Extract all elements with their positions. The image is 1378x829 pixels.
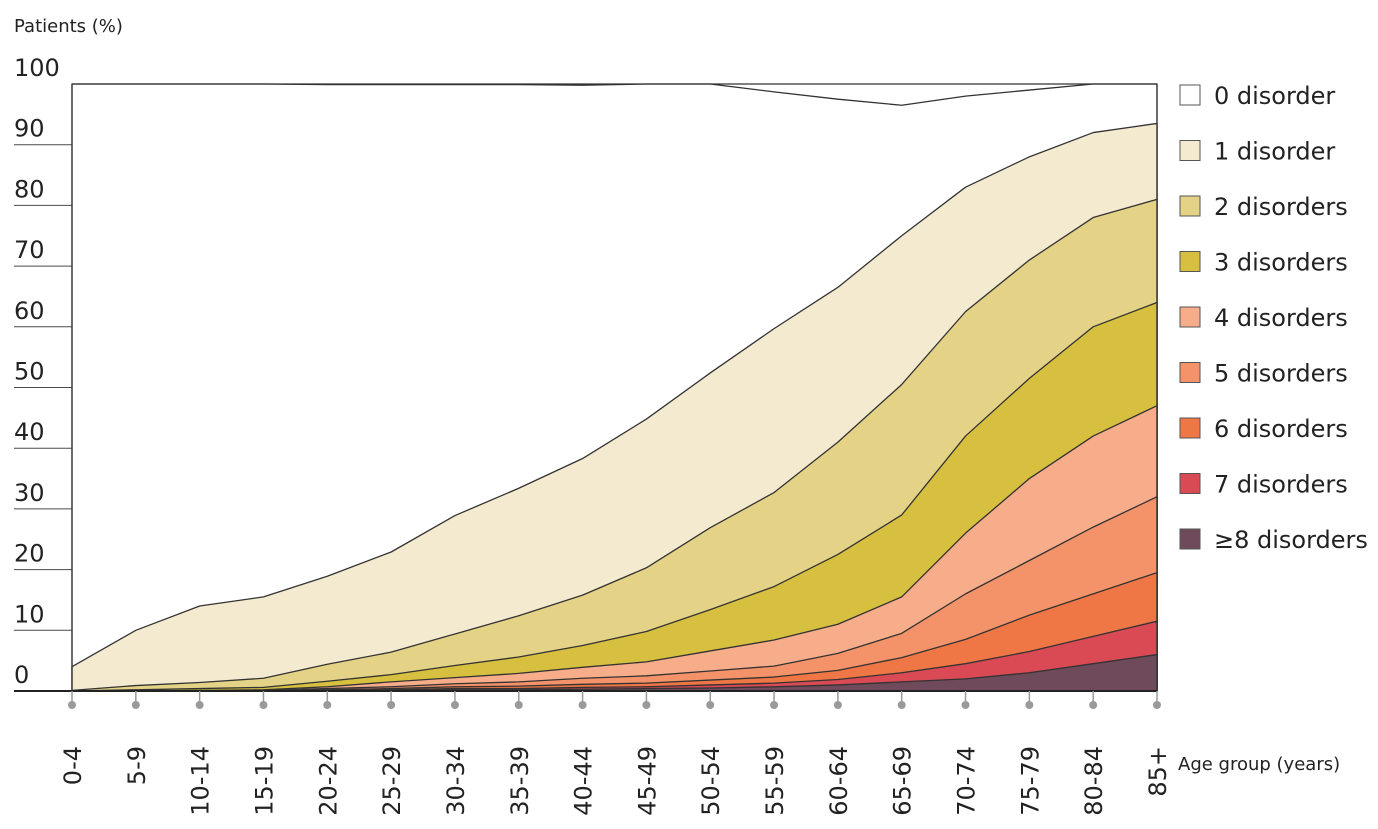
y-tick-label-100: 100 (14, 54, 60, 82)
x-tick-dot (578, 701, 587, 709)
y-tick-label-60: 60 (14, 297, 45, 325)
x-tick-label-5-9: 5-9 (123, 746, 151, 785)
y-tick-label-70: 70 (14, 236, 45, 264)
legend-swatch (1179, 140, 1201, 161)
stacked-areas (71, 83, 1158, 692)
x-tick-dot (514, 701, 523, 709)
y-tick-label-0: 0 (14, 661, 29, 689)
legend: 0 disorder 1 disorder 2 disorders 3 disorde… (1179, 82, 1368, 554)
x-tick-label-55-59: 55-59 (761, 746, 789, 816)
x-tick-dot (1025, 701, 1034, 709)
legend-label: 0 disorder (1214, 82, 1335, 110)
y-axis-title: Patients (%) (14, 16, 123, 37)
legend-swatch (1179, 417, 1201, 439)
y-tick-labels: 0 10 20 30 40 50 60 70 80 90 100 (14, 54, 60, 689)
x-tick-label-65-69: 65-69 (889, 746, 917, 816)
x-tick-label-40-44: 40-44 (570, 746, 598, 816)
x-axis-title: Age group (years) (1178, 754, 1340, 775)
x-tick-dot (387, 701, 396, 709)
x-tick-dot (961, 701, 970, 709)
x-tick-label-20-24: 20-24 (314, 746, 342, 816)
x-tick-dot (131, 701, 140, 709)
legend-label: 3 disorders (1214, 249, 1348, 277)
legend-label: 1 disorder (1214, 138, 1335, 166)
y-tick-label-80: 80 (14, 175, 45, 203)
legend-label: ≥8 disorders (1214, 526, 1368, 554)
x-tick-dot (195, 701, 204, 709)
legend-label: 2 disorders (1214, 193, 1348, 221)
x-tick-dot (68, 701, 76, 709)
y-tick-label-90: 90 (14, 115, 45, 143)
x-tick-label-75-79: 75-79 (1016, 746, 1044, 816)
x-tick-dot (450, 701, 459, 709)
y-tick-label-40: 40 (14, 418, 45, 446)
x-tick-dot (706, 701, 715, 709)
x-tick-label-85plus: 85+ (1144, 746, 1172, 797)
legend-swatch (1179, 195, 1201, 217)
legend-label: 7 disorders (1214, 471, 1348, 499)
x-tick-dot (1089, 701, 1098, 709)
legend-swatch (1179, 84, 1201, 106)
x-tick-dot (259, 701, 268, 709)
legend-swatch (1179, 251, 1201, 272)
x-tick-dot (897, 701, 906, 709)
x-tick-dot (642, 701, 651, 709)
x-tick-label-10-14: 10-14 (187, 746, 215, 816)
legend-swatch (1179, 473, 1201, 494)
area-4-disorders (71, 405, 1158, 692)
x-tick-label-15-19: 15-19 (250, 746, 278, 816)
legend-swatch (1179, 528, 1201, 550)
y-tick-label-20: 20 (14, 540, 45, 568)
plot-frame (14, 83, 1158, 692)
legend-swatch (1179, 362, 1201, 383)
x-tick-dot (833, 701, 842, 709)
legend-label: 6 disorders (1214, 415, 1348, 443)
x-tick-label-50-54: 50-54 (697, 746, 725, 816)
y-tick-label-30: 30 (14, 479, 45, 507)
x-axis: 0-4 5-9 10-14 15-19 20-24 25-29 30-34 35-39 40-4… (59, 691, 1172, 816)
x-tick-label-45-49: 45-49 (633, 746, 661, 816)
x-tick-dot (770, 701, 779, 709)
legend-label: 4 disorders (1214, 304, 1348, 332)
x-tick-label-80-84: 80-84 (1080, 746, 1108, 816)
x-tick-label-25-29: 25-29 (378, 746, 406, 816)
x-tick-label-30-34: 30-34 (442, 746, 470, 816)
x-tick-label-60-64: 60-64 (825, 746, 853, 816)
x-tick-dot (1153, 701, 1161, 709)
x-tick-label-35-39: 35-39 (506, 746, 534, 816)
legend-swatch (1179, 306, 1201, 328)
area-3-disorders (71, 301, 1158, 692)
x-tick-label-0-4: 0-4 (59, 746, 87, 785)
y-tick-label-50: 50 (14, 358, 45, 386)
x-tick-label-70-74: 70-74 (953, 746, 981, 816)
x-tick-dot (323, 701, 332, 709)
legend-label: 5 disorders (1214, 360, 1348, 388)
y-tick-label-10: 10 (14, 600, 45, 628)
